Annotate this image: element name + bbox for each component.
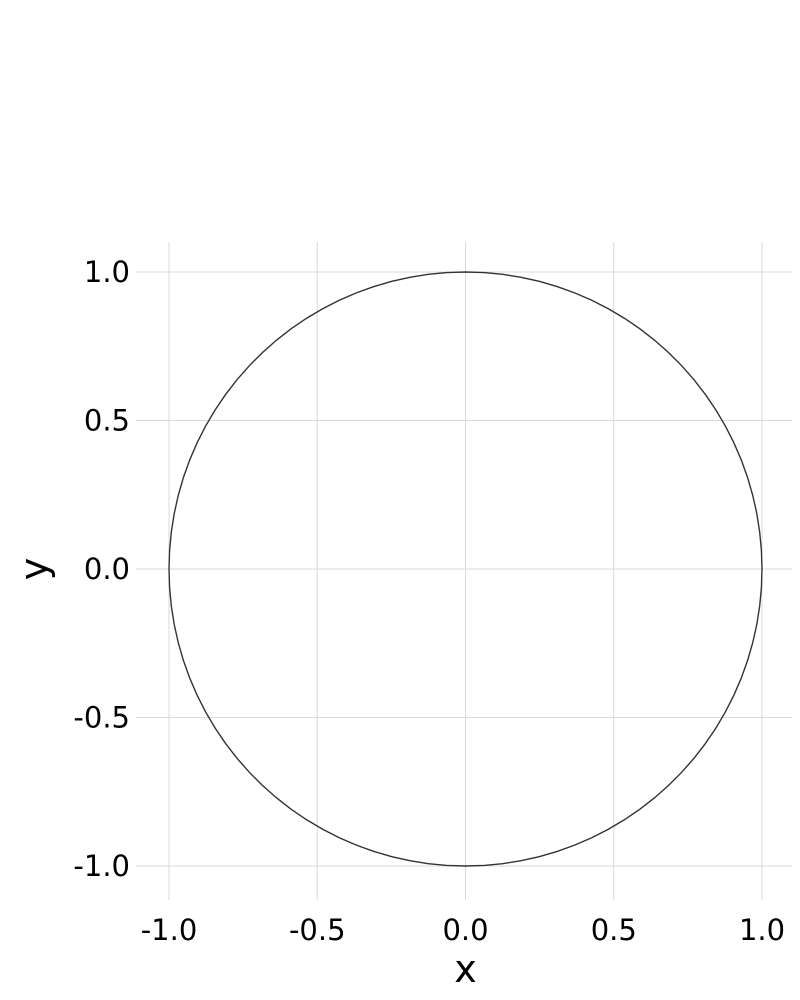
y-tick-labels: -1.0 -0.5 0.0 0.5 1.0 [73,255,130,883]
x-tick-label: -0.5 [289,913,346,947]
y-tick-label: -1.0 [73,849,130,883]
x-tick-label: -1.0 [141,913,198,947]
x-tick-label: 0.5 [591,913,637,947]
y-tick-label: -0.5 [73,701,130,735]
y-gridlines [136,271,792,867]
y-tick-label: 0.0 [84,552,130,586]
x-tick-label: 1.0 [739,913,785,947]
x-tick-labels: -1.0 -0.5 0.0 0.5 1.0 [141,913,785,947]
x-gridlines [168,242,763,900]
y-axis-label: y [12,558,56,581]
unit-circle-line [168,271,763,867]
x-axis-label: x [454,947,477,991]
y-tick-label: 0.5 [84,404,130,438]
x-tick-label: 0.0 [442,913,488,947]
y-tick-label: 1.0 [84,255,130,289]
